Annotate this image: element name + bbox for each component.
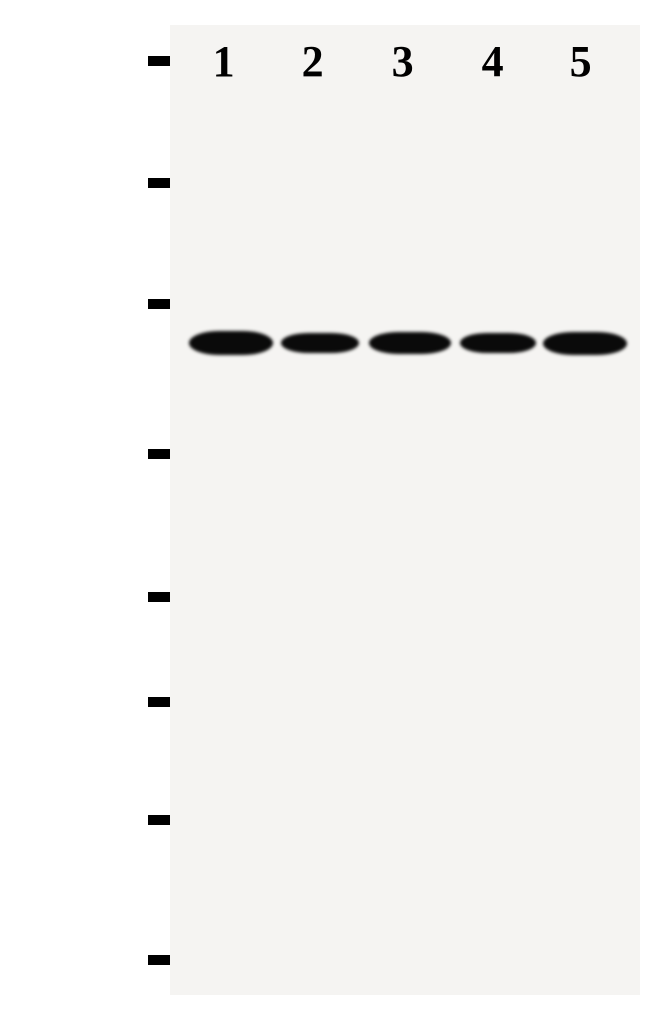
lane-label: 5 <box>570 36 592 87</box>
membrane-background <box>170 25 640 995</box>
western-blot: 130KD100KD70KD55KD40KD35KD25KD15KD 12345 <box>0 0 650 1014</box>
ladder-tick <box>148 449 170 459</box>
protein-band <box>460 333 536 353</box>
protein-band <box>543 332 627 355</box>
protein-band <box>189 331 273 355</box>
ladder-tick <box>148 815 170 825</box>
protein-band <box>369 332 451 354</box>
lane-label: 4 <box>482 36 504 87</box>
lane-label: 2 <box>302 36 324 87</box>
lane-label: 3 <box>392 36 414 87</box>
ladder-tick <box>148 955 170 965</box>
protein-band <box>281 333 359 353</box>
lane-label: 1 <box>213 36 235 87</box>
ladder-tick <box>148 299 170 309</box>
ladder-tick <box>148 56 170 66</box>
ladder-tick <box>148 592 170 602</box>
ladder-tick <box>148 178 170 188</box>
ladder-tick <box>148 697 170 707</box>
